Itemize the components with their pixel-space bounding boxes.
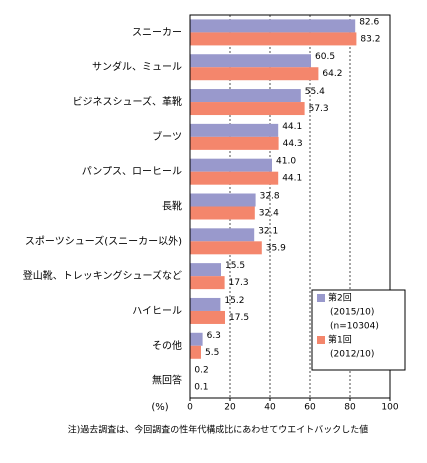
legend-sample: (n=10304) [330, 322, 379, 332]
value-label: 44.1 [282, 174, 302, 184]
bar [190, 171, 279, 185]
y-tick-label: ビジネスシューズ、革靴 [73, 95, 183, 108]
bar [190, 297, 221, 311]
bar [190, 54, 311, 68]
bar [190, 158, 272, 172]
y-tick-label: スポーツシューズ(スニーカー以外) [25, 234, 182, 247]
value-label: 15.2 [224, 296, 244, 306]
legend-label: 第2回 [328, 292, 352, 304]
y-tick-label: その他 [152, 339, 182, 352]
value-label: 64.2 [322, 69, 342, 79]
value-label: 15.5 [225, 261, 245, 271]
value-label: 41.0 [276, 157, 296, 167]
value-label: 44.1 [282, 122, 302, 132]
y-tick-label: ハイヒール [132, 305, 182, 317]
value-label: 44.3 [283, 139, 303, 149]
value-label: 32.4 [259, 209, 279, 219]
x-tick-label: 80 [344, 403, 356, 413]
bar [190, 136, 279, 150]
value-label: 32.8 [260, 192, 280, 202]
x-tick-label: 60 [304, 403, 316, 413]
value-label: 55.4 [305, 87, 325, 97]
bar [190, 102, 305, 116]
y-tick-label: ブーツ [152, 130, 182, 143]
value-label: 82.6 [359, 17, 379, 27]
plot-frame [189, 14, 391, 399]
value-label: 17.5 [229, 313, 249, 323]
legend-label: 第1回 [328, 334, 352, 346]
legend-swatch [317, 294, 325, 302]
y-tick-label: 無回答 [152, 374, 182, 387]
value-label: 0.1 [194, 383, 208, 393]
legend-period: (2012/10) [330, 350, 374, 360]
legend-swatch [317, 336, 325, 344]
bar [190, 89, 301, 103]
x-tick-label: 20 [224, 403, 236, 413]
bar [190, 123, 279, 137]
y-tick-label: スニーカー [132, 26, 182, 38]
legend-period: (2015/10) [330, 308, 374, 318]
value-label: 60.5 [315, 52, 335, 62]
y-tick-label: サンダル、ミュール [92, 60, 182, 73]
bar [190, 241, 262, 255]
y-tick-label: パンプス、ローヒール [82, 166, 182, 178]
value-label: 57.3 [309, 104, 329, 114]
bar [190, 19, 356, 33]
legend-box [311, 289, 406, 371]
x-tick-label: 0 [187, 403, 193, 413]
bar [190, 276, 225, 290]
value-label: 35.9 [266, 243, 286, 253]
bar [190, 228, 255, 242]
y-tick-label: 登山靴、トレッキングシューズなど [23, 269, 182, 282]
x-tick-label: 40 [264, 403, 276, 413]
value-label: 6.3 [207, 331, 221, 341]
bar [190, 332, 203, 346]
unit-label: (%) [151, 402, 168, 413]
value-label: 17.3 [229, 278, 249, 288]
bar [190, 67, 319, 81]
value-label: 5.5 [205, 348, 219, 358]
bar [190, 345, 201, 359]
bar [190, 193, 256, 207]
y-tick-label: 長靴 [162, 200, 182, 213]
footnote: 注)過去調査は、今回調査の性年代構成比にあわせてウエイトバックした値 [68, 424, 369, 436]
value-label: 32.1 [258, 226, 278, 236]
bar [190, 310, 225, 324]
bar [190, 32, 357, 46]
value-label: 0.2 [194, 366, 208, 376]
x-tick-label: 100 [381, 403, 398, 413]
bar [190, 263, 221, 277]
bar [190, 206, 255, 220]
value-label: 83.2 [360, 34, 380, 44]
